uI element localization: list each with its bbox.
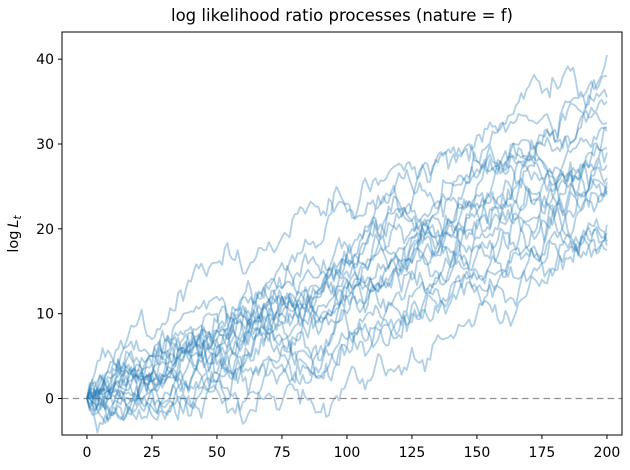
llr-path-20 bbox=[86, 235, 608, 417]
y-tick-label: 10 bbox=[36, 307, 54, 323]
llr-path-17 bbox=[86, 204, 608, 425]
plot-area: 0 25 50 75 100 125 150 175 200 0 10 20 30 40 bbox=[36, 52, 622, 461]
y-tick-label: 0 bbox=[45, 392, 54, 408]
x-tick-label: 0 bbox=[82, 445, 91, 461]
x-tick-label: 50 bbox=[208, 445, 226, 461]
llr-path-11 bbox=[86, 166, 608, 412]
y-axis-label: logLt bbox=[6, 214, 24, 252]
llr-path-02 bbox=[86, 75, 607, 410]
llr-path-05 bbox=[86, 109, 608, 410]
x-tick-label: 125 bbox=[399, 445, 426, 461]
llr-path-04 bbox=[86, 98, 608, 421]
x-tick-label: 100 bbox=[334, 445, 361, 461]
x-tick-label: 150 bbox=[464, 445, 491, 461]
x-tick-label: 175 bbox=[529, 445, 556, 461]
series-group bbox=[86, 54, 608, 434]
llr-path-12 bbox=[86, 177, 608, 399]
y-tick-label: 40 bbox=[36, 52, 54, 68]
y-tick-label: 30 bbox=[36, 137, 54, 153]
chart-title: log likelihood ratio processes (nature =… bbox=[171, 6, 513, 25]
x-tick-label: 25 bbox=[143, 445, 161, 461]
llr-path-16 bbox=[86, 224, 608, 423]
llr-path-13 bbox=[86, 190, 608, 399]
x-tick-label: 200 bbox=[594, 445, 621, 461]
llr-path-19 bbox=[86, 225, 608, 425]
axes-frame bbox=[61, 31, 623, 436]
llr-path-03 bbox=[86, 88, 608, 403]
llr-path-14 bbox=[86, 178, 608, 434]
llr-path-15 bbox=[86, 166, 608, 399]
llr-path-10 bbox=[86, 158, 608, 399]
llr-path-08 bbox=[86, 142, 608, 411]
y-tick-label: 20 bbox=[36, 222, 54, 238]
llr-path-07 bbox=[86, 126, 608, 403]
llr-path-06 bbox=[86, 126, 608, 416]
llr-path-01 bbox=[86, 54, 608, 401]
x-tick-label: 75 bbox=[273, 445, 291, 461]
llr-path-09 bbox=[86, 144, 608, 403]
llr-path-18 bbox=[86, 218, 608, 400]
